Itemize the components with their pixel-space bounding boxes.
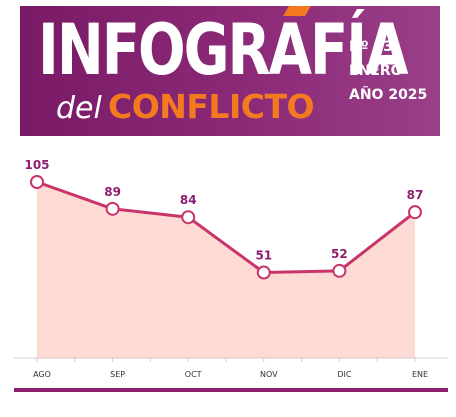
data-point-oct (181, 210, 196, 225)
issue-month: ENERO (349, 63, 403, 79)
value-label-ago: 105 (24, 158, 49, 172)
value-labels: 105 89 84 51 52 87 (24, 158, 423, 263)
title-main: INFOGRAFÍA (38, 10, 408, 92)
data-points (30, 175, 422, 280)
tick-label-nov: NOV (260, 370, 278, 379)
value-label-nov: 51 (255, 249, 272, 263)
header-banner (20, 6, 440, 136)
series-line (36, 180, 416, 275)
data-point-ago (30, 175, 44, 189)
value-label-ene: 87 (407, 188, 424, 202)
issue-year: AÑO 2025 (349, 87, 428, 103)
title-conflicto: CONFLICTO (108, 87, 315, 126)
title-del: del (56, 91, 102, 126)
issue-number: Nº 93 (349, 39, 393, 55)
data-point-nov (256, 265, 271, 280)
value-label-dic: 52 (331, 247, 348, 261)
tick-label-ene: ENE (412, 370, 428, 379)
tick-label-ago: AGO (33, 370, 51, 379)
tick-label-oct: OCT (185, 370, 202, 379)
chart-area (37, 182, 415, 358)
data-point-dic (332, 263, 347, 278)
data-point-sep (105, 201, 120, 216)
tick-label-dic: DIC (337, 370, 352, 379)
value-label-oct: 84 (180, 193, 197, 207)
tick-label-sep: SEP (110, 370, 125, 379)
data-point-ene (408, 205, 422, 220)
tick-labels: AGO SEP OCT NOV DIC ENE (33, 370, 428, 379)
bottom-rule (14, 388, 448, 392)
value-label-sep: 89 (104, 185, 121, 199)
x-ticks (36, 358, 416, 362)
